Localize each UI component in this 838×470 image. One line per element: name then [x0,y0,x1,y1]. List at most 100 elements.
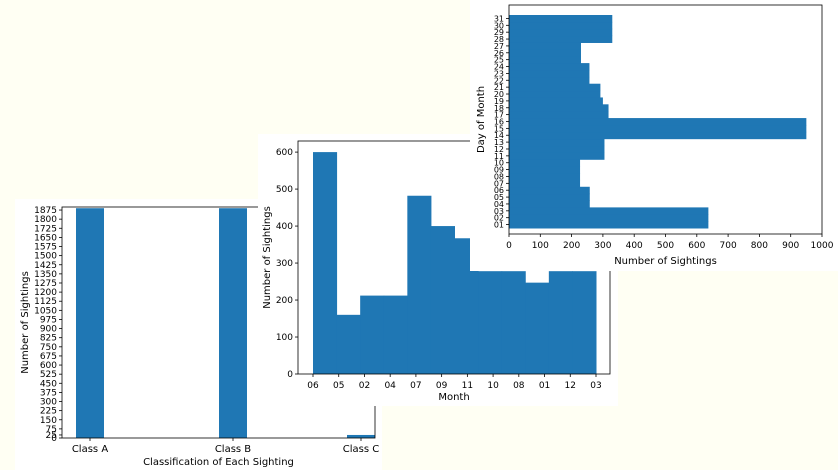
y-tick-label: 29 [494,28,504,37]
x-tick-label: 05 [333,381,344,391]
x-axis-label: Month [438,392,469,403]
y-tick-label: 25 [494,56,504,65]
bar-day-07 [509,179,581,188]
y-tick-label: 400 [276,222,293,232]
bar-month-12 [548,271,573,374]
y-tick-label: 12 [494,145,504,154]
y-tick-label: 04 [494,200,504,209]
x-tick-label: 01 [539,381,550,391]
y-tick-label: 750 [40,343,57,353]
y-tick-label: 75 [46,425,57,435]
y-tick-label: 1350 [34,270,57,280]
y-tick-label: 21 [494,83,504,92]
bar-day-20 [509,90,601,98]
y-tick-label: 13 [494,138,504,147]
bar-day-09 [509,166,581,174]
x-tick-label: 03 [590,381,601,391]
bar-day-13 [509,138,605,147]
y-tick-label: 500 [276,185,293,195]
bar-day-08 [509,173,581,181]
y-tick-label: 10 [494,159,504,168]
bar-day-29 [509,28,613,37]
x-tick-label: 0 [506,241,512,251]
bar-day-04 [509,200,590,208]
y-tick-label: 06 [494,186,504,195]
y-tick-label: 300 [276,259,293,269]
y-tick-label: 600 [276,148,293,158]
bar-day-19 [509,97,603,105]
y-tick-label: 08 [494,172,504,181]
bar-month-01 [525,282,550,374]
y-tick-label: 825 [40,334,57,344]
y-tick-label: 23 [494,69,504,78]
bar-month-03 [572,271,597,374]
bar-day-17 [509,111,609,119]
bar-day-03 [509,207,709,215]
y-tick-label: 05 [494,193,504,202]
y-tick-label: 900 [40,325,57,335]
bar-day-05 [509,193,590,202]
bar-day-22 [509,76,590,85]
bar-day-21 [509,83,601,92]
bar-day-26 [509,49,581,57]
y-tick-label: 100 [276,333,293,343]
bar-day-12 [509,145,605,153]
x-tick-label: 100 [532,241,549,251]
y-tick-label: 01 [494,221,504,230]
y-tick-label: 11 [494,152,504,161]
bar-day-23 [509,69,590,78]
y-tick-label: 17 [494,111,504,120]
x-tick-label: Class A [72,444,108,455]
y-tick-label: 1500 [34,252,57,262]
bar-month-06 [313,152,338,374]
y-tick-label: 450 [40,379,57,389]
y-tick-label: 22 [494,76,504,85]
y-tick-label: 24 [494,63,504,72]
bar-day-27 [509,42,581,50]
y-tick-label: 28 [494,35,504,44]
x-tick-label: Class B [215,444,251,455]
y-tick-label: 31 [494,14,504,23]
bar-month-02 [360,295,385,374]
x-tick-label: 12 [565,381,576,391]
x-tick-label: 04 [384,381,396,391]
y-tick-label: 1050 [34,306,57,316]
bar-day-16 [509,118,807,126]
y-tick-label: 14 [494,131,504,140]
bar-day-31 [509,15,613,23]
x-tick-label: 600 [688,241,705,251]
bar-day-10 [509,159,581,167]
x-tick-label: 09 [436,381,448,391]
y-tick-label: 1575 [34,243,57,253]
y-tick-label: 18 [494,104,504,113]
y-tick-label: 675 [40,352,57,362]
y-tick-label: 09 [494,166,504,175]
y-tick-label: 1650 [34,233,57,243]
x-tick-label: 07 [410,381,421,391]
y-tick-label: 07 [494,179,504,188]
x-tick-label: 10 [487,381,499,391]
x-tick-label: 300 [594,241,611,251]
y-tick-label: 0 [51,434,57,444]
y-tick-label: 1425 [34,261,57,271]
chart-panel-day: 01 02 03 04 05 06 07 08 09 10 11 12 13 14 15 16 17 18 19 20… [470,0,838,271]
chart-day-svg: 0102030405060708091011121314151617181920… [476,4,834,267]
y-tick-label: 19 [494,97,504,106]
bar-day-11 [509,152,605,160]
bar-class-b [219,208,247,438]
y-tick-label: 02 [494,214,504,223]
y-axis-label: Number of Sightings [262,206,273,309]
bar-month-05 [336,314,361,374]
x-tick-label: 800 [751,241,768,251]
y-tick-label: 1875 [34,206,57,216]
x-tick-label: Class C [343,444,379,455]
y-axis-label: Day of Month [476,86,487,153]
x-axis-label: Classification of Each Sighting [143,457,294,468]
y-tick-label: 300 [40,398,57,408]
x-axis-label: Number of Sightings [614,256,717,267]
bar-day-15 [509,124,807,133]
bar-class-a [76,208,104,438]
y-tick-label: 1275 [34,279,57,289]
y-tick-label: 525 [40,370,57,380]
x-tick-label: 11 [462,381,473,391]
